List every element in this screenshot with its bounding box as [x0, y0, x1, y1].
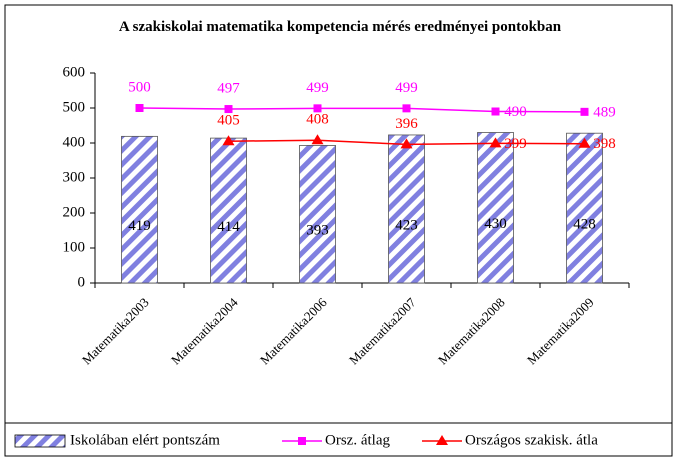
marker: [400, 138, 413, 149]
bar: [121, 135, 158, 284]
data-label: 398: [593, 136, 616, 152]
y-tick-label: 600: [63, 64, 86, 80]
legend-swatch: [14, 434, 66, 448]
data-label: 396: [395, 116, 418, 132]
x-tick-label: Matematika2004: [168, 294, 241, 367]
marker: [578, 137, 591, 148]
y-tick-label: 0: [78, 274, 86, 290]
marker: [580, 107, 589, 116]
legend-marker: [298, 437, 306, 445]
y-tick-label: 100: [63, 239, 86, 255]
marker: [489, 137, 502, 148]
x-tick-label: Matematika2003: [79, 295, 152, 368]
bar: [299, 145, 336, 284]
legend-label: Orsz. átlag: [325, 432, 390, 448]
marker: [222, 135, 235, 146]
y-tick-label: 500: [63, 99, 86, 115]
marker: [313, 104, 322, 113]
data-label: 499: [395, 80, 418, 96]
bar: [566, 132, 603, 284]
x-tick-label: Matematika2007: [346, 294, 419, 367]
y-tick-label: 400: [63, 134, 86, 150]
data-label: 419: [128, 218, 151, 234]
marker: [135, 104, 144, 112]
y-tick-label: 200: [63, 204, 86, 220]
marker: [224, 105, 233, 114]
marker: [402, 104, 411, 113]
x-tick-label: Matematika2009: [524, 295, 597, 368]
data-label: 428: [573, 217, 596, 233]
bar: [210, 137, 247, 284]
marker: [491, 107, 500, 116]
y-tick-label: 300: [63, 169, 86, 185]
data-label: 490: [504, 104, 527, 120]
data-label: 414: [217, 219, 240, 235]
data-label: 393: [306, 223, 329, 239]
data-label: 500: [128, 79, 151, 95]
bar: [477, 132, 514, 284]
legend-label: Iskolában elért pontszám: [70, 432, 220, 448]
data-label: 399: [504, 136, 527, 152]
chart-title: A szakiskolai matematika kompetencia mér…: [118, 19, 562, 35]
data-label: 405: [217, 113, 240, 129]
marker: [311, 134, 324, 145]
legend-label: Országos szakisk. átla: [465, 432, 598, 448]
data-label: 489: [593, 104, 616, 120]
data-label: 499: [306, 80, 329, 96]
data-label: 497: [217, 80, 240, 96]
data-label: 408: [306, 112, 329, 128]
legend-marker: [436, 435, 448, 445]
line: [139, 107, 585, 113]
data-label: 430: [484, 216, 507, 232]
legend-frame: [4, 422, 673, 457]
bar: [388, 134, 425, 284]
x-tick-label: Matematika2006: [257, 294, 330, 367]
data-label: 423: [395, 217, 418, 233]
x-tick-label: Matematika2008: [435, 295, 508, 368]
